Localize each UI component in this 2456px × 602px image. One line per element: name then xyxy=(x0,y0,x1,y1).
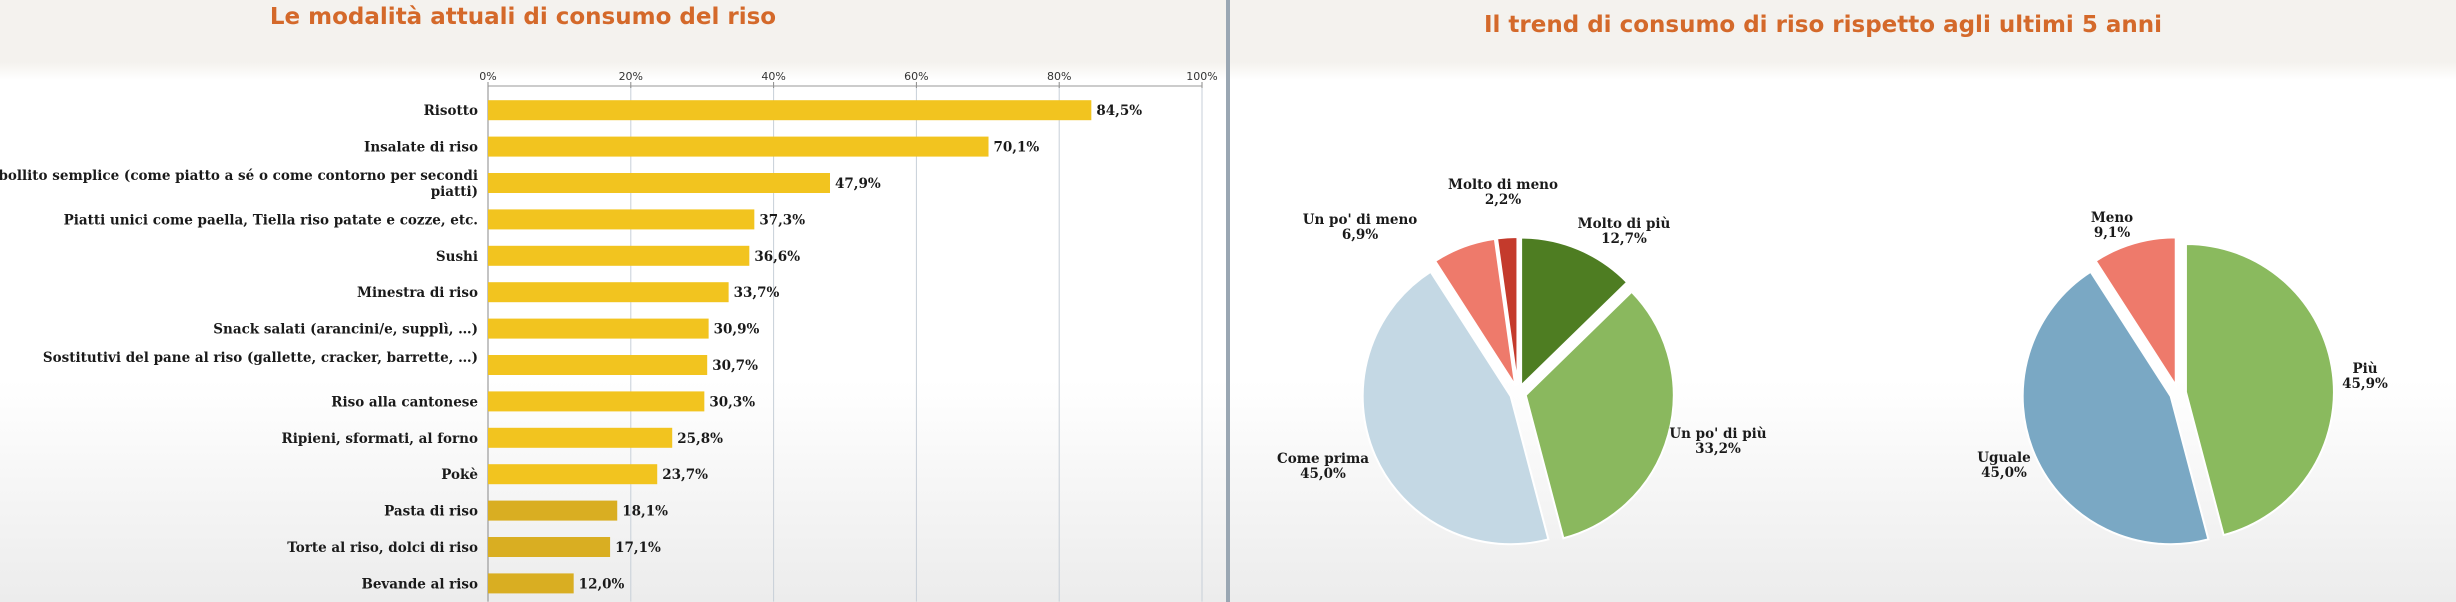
data-label: 33,7% xyxy=(734,285,780,301)
bar xyxy=(488,245,750,266)
bar xyxy=(488,318,709,339)
category-label: Torte al riso, dolci di riso xyxy=(287,540,478,556)
data-label: 30,9% xyxy=(714,322,760,338)
slice-label: Un po' di meno 6,9% xyxy=(1303,212,1418,243)
x-tick-label: 100% xyxy=(1186,70,1217,83)
x-tick-label: 60% xyxy=(904,70,928,83)
data-label: 18,1% xyxy=(622,504,668,520)
category-label: Pasta di riso xyxy=(384,504,478,520)
category-label: Ripieni, sformati, al forno xyxy=(282,431,479,447)
category-label: Piatti unici come paella, Tiella riso pa… xyxy=(64,212,478,228)
category-label: Pokè xyxy=(441,467,478,483)
category-label: Risotto xyxy=(424,103,478,119)
bar xyxy=(488,209,755,230)
bar xyxy=(488,391,705,412)
bar xyxy=(488,427,673,448)
slice-label: Come prima 45,0% xyxy=(1277,451,1369,482)
slice-label: Molto di più 12,7% xyxy=(1578,216,1671,247)
pie-slice xyxy=(2184,242,2335,537)
data-label: 47,9% xyxy=(835,176,881,192)
bar xyxy=(488,355,708,375)
slice-label: Più 45,9% xyxy=(2342,361,2388,392)
pie-slice xyxy=(1433,237,1517,387)
bar-chart-title: Le modalità attuali di consumo del riso xyxy=(269,4,777,30)
data-label: 36,6% xyxy=(754,249,800,265)
bar xyxy=(488,464,658,485)
category-label: Minestra di riso xyxy=(357,285,478,301)
data-label: 30,3% xyxy=(709,394,755,410)
left-panel: Le modalità attuali di consumo del riso … xyxy=(0,0,1226,602)
x-tick-label: 20% xyxy=(619,70,643,83)
data-label: 17,1% xyxy=(615,540,661,556)
data-label: 30,7% xyxy=(712,358,758,374)
category-label: Sostitutivi del pane al riso (gallette, … xyxy=(43,350,478,366)
pie-slice xyxy=(1495,236,1519,386)
slice-label: Meno 9,1% xyxy=(2091,210,2133,241)
data-label: 25,8% xyxy=(677,431,723,447)
pie-chart-title: Il trend di consumo di riso rispetto agl… xyxy=(1483,12,2162,38)
slice-label: Molto di meno 2,2% xyxy=(1448,177,1558,208)
pie-slice xyxy=(1524,290,1675,540)
bar xyxy=(488,573,574,594)
pie-slice xyxy=(2021,270,2210,546)
pie-slice xyxy=(1520,236,1629,388)
pie-slice xyxy=(1361,270,1550,546)
bar xyxy=(488,100,1092,121)
data-label: 70,1% xyxy=(994,140,1040,156)
bar xyxy=(488,282,729,303)
pie-slice xyxy=(2094,236,2177,389)
category-label: Riso bollito semplice (come piatto a sé … xyxy=(0,168,478,200)
bar xyxy=(488,537,611,557)
data-label: 37,3% xyxy=(759,212,805,228)
slice-label: Uguale 45,0% xyxy=(1977,450,2031,481)
data-label: 23,7% xyxy=(662,467,708,483)
data-label: 84,5% xyxy=(1096,103,1142,119)
bar xyxy=(488,173,831,193)
category-label: Insalate di riso xyxy=(364,140,478,156)
bar xyxy=(488,500,618,521)
data-label: 12,0% xyxy=(579,576,625,592)
slice-label: Un po' di più 33,2% xyxy=(1669,426,1766,457)
panel-divider xyxy=(1226,0,1230,602)
x-tick-label: 80% xyxy=(1047,70,1071,83)
category-label: Bevande al riso xyxy=(361,576,478,592)
right-panel: Il trend di consumo di riso rispetto agl… xyxy=(1230,0,2456,602)
category-label: Riso alla cantonese xyxy=(331,394,478,410)
bar xyxy=(488,136,989,157)
pie-charts: Molto di più 12,7% Un po' di più 33,2% Come … xyxy=(1277,177,2388,546)
x-tick-label: 0% xyxy=(479,70,496,83)
x-tick-label: 40% xyxy=(761,70,785,83)
bar-chart: 0% 20% 40% 60% 80% 100% Risotto 84,5% Insalate d… xyxy=(0,70,1218,602)
category-label: Snack salati (arancini/e, supplì, …) xyxy=(213,322,478,338)
category-label: Sushi xyxy=(436,249,478,265)
